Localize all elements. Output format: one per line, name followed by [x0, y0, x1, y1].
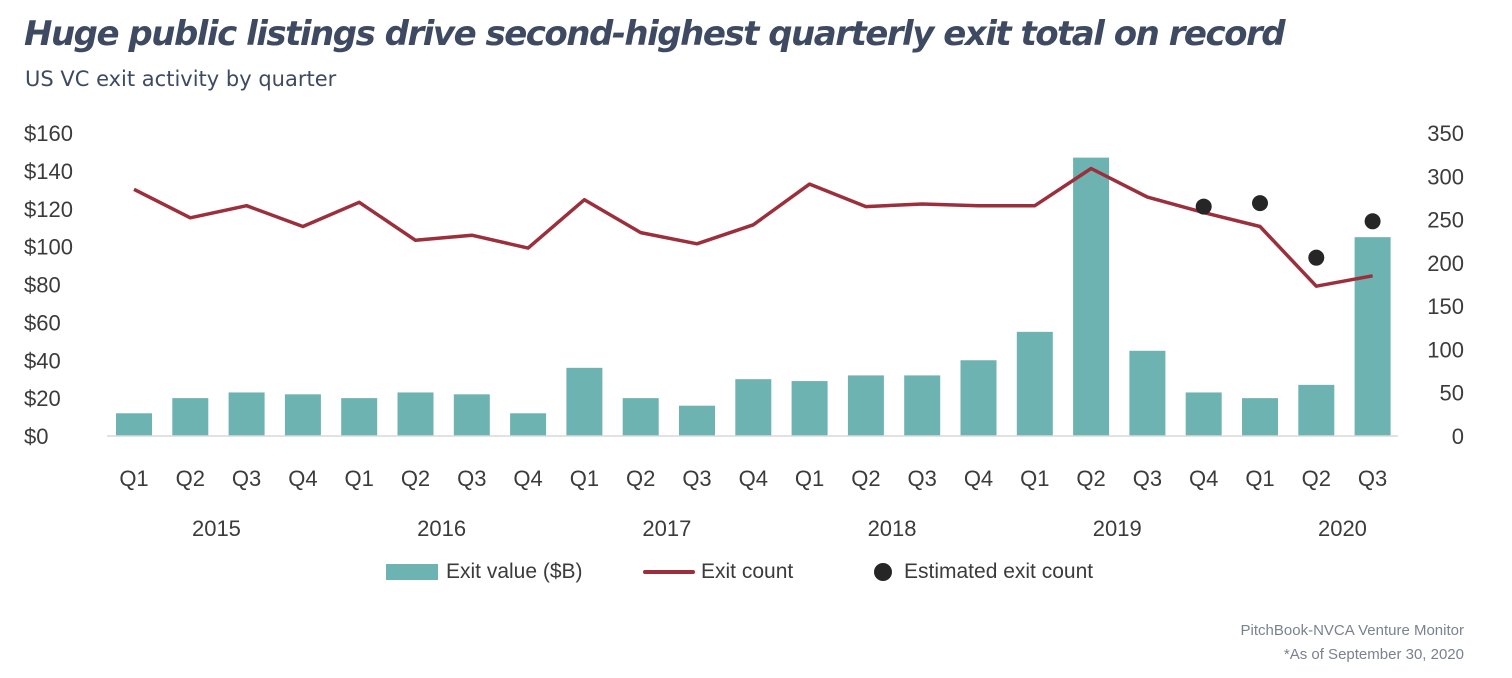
right-axis-tick: 50 [1440, 381, 1464, 406]
right-axis-tick: 200 [1427, 251, 1464, 276]
estimated-exit-count-dot [1308, 249, 1325, 266]
quarter-label: Q4 [1189, 466, 1218, 491]
right-axis-tick: 350 [1427, 121, 1464, 146]
year-label: 2018 [868, 516, 917, 541]
left-axis-tick: $60 [24, 310, 61, 335]
quarter-label: Q1 [345, 466, 374, 491]
left-axis-tick: $0 [24, 424, 48, 449]
quarter-label: Q4 [739, 466, 768, 491]
exit-value-bar [1185, 392, 1222, 436]
exit-value-bar [1129, 350, 1166, 436]
left-axis-tick: $120 [24, 197, 73, 222]
quarter-label: Q2 [626, 466, 655, 491]
year-label: 2017 [642, 516, 691, 541]
estimated-exit-count-dots [1195, 195, 1381, 266]
exit-value-bar [341, 398, 378, 436]
exit-activity-chart: $0 $20 $40 $60 $80 $100 $120 $140 $160 0 50 100 150… [24, 121, 1464, 541]
exit-value-bar [960, 360, 997, 436]
chart-title: Huge public listings drive second-highes… [24, 14, 1286, 54]
legend-item-exit-count: Exit count [643, 560, 793, 584]
quarter-label: Q1 [570, 466, 599, 491]
exit-value-bars [116, 157, 1391, 436]
quarter-label: Q2 [176, 466, 205, 491]
quarter-labels: Q1 Q2 Q3 Q4 Q1 Q2 Q3 Q4 Q1 Q2 Q3 Q4 Q1 Q2 Q3 Q4 Q1 Q2 Q3 Q4… [119, 466, 1387, 491]
quarter-label: Q4 [513, 466, 542, 491]
left-axis-tick: $20 [24, 386, 61, 411]
year-labels: 2015 2016 2017 2018 2019 2020 [192, 516, 1367, 541]
legend-dot-swatch [874, 563, 892, 581]
exit-value-bar [904, 375, 941, 436]
quarter-label: Q1 [1020, 466, 1049, 491]
left-axis-tick: $100 [24, 235, 73, 260]
right-axis-ticks: 0 50 100 150 200 250 300 350 [1427, 121, 1464, 449]
quarter-label: Q1 [1245, 466, 1274, 491]
quarter-label: Q3 [1133, 466, 1162, 491]
right-axis-tick: 150 [1427, 294, 1464, 319]
chart-subtitle: US VC exit activity by quarter [25, 67, 337, 91]
exit-value-bar [397, 392, 434, 436]
exit-value-bar [172, 398, 209, 436]
exit-value-bar [510, 413, 547, 436]
estimated-exit-count-dot [1364, 213, 1381, 230]
legend-label-estimated: Estimated exit count [904, 560, 1094, 583]
left-axis-ticks: $0 $20 $40 $60 $80 $100 $120 $140 $160 [24, 121, 73, 449]
estimated-exit-count-dot [1252, 195, 1268, 212]
source-note: PitchBook-NVCA Venture Monitor *As of Se… [1241, 619, 1464, 667]
quarter-label: Q2 [1302, 466, 1331, 491]
year-label: 2016 [417, 516, 466, 541]
left-axis-tick: $160 [24, 121, 73, 146]
quarter-label: Q2 [851, 466, 880, 491]
right-axis-tick: 250 [1427, 208, 1464, 233]
quarter-label: Q1 [795, 466, 824, 491]
exit-value-bar [622, 398, 659, 436]
quarter-label: Q3 [908, 466, 937, 491]
left-axis-tick: $140 [24, 159, 73, 184]
right-axis-tick: 300 [1427, 164, 1464, 189]
as-of-note: *As of September 30, 2020 [1283, 646, 1464, 663]
estimated-exit-count-dot [1195, 198, 1212, 215]
left-axis-tick: $80 [24, 273, 61, 298]
exit-value-bar [679, 405, 715, 436]
exit-value-bar [735, 379, 772, 436]
exit-value-bar [1354, 237, 1391, 436]
exit-value-bar [1298, 384, 1335, 436]
quarter-label: Q4 [964, 466, 993, 491]
exit-value-bar [566, 367, 603, 436]
exit-value-bar [1242, 398, 1278, 436]
exit-value-bar [228, 392, 265, 436]
left-axis-tick: $40 [24, 348, 61, 373]
exit-value-bar [284, 394, 321, 436]
legend-label-exit-value: Exit value ($B) [446, 560, 583, 583]
quarter-label: Q3 [1358, 466, 1387, 491]
exit-value-bar [1016, 331, 1053, 436]
chart-legend: Exit value ($B) Exit count Estimated exi… [0, 560, 1512, 590]
year-label: 2019 [1093, 516, 1142, 541]
legend-label-exit-count: Exit count [701, 560, 794, 583]
quarter-label: Q3 [232, 466, 261, 491]
legend-bar-swatch [386, 564, 438, 580]
quarter-label: Q4 [288, 466, 317, 491]
legend-item-exit-value: Exit value ($B) [386, 560, 583, 584]
source-line: PitchBook-NVCA Venture Monitor [1240, 622, 1464, 639]
exit-value-bar [1073, 157, 1110, 436]
right-axis-tick: 0 [1452, 424, 1464, 449]
exit-value-bar [116, 413, 152, 436]
quarter-label: Q2 [1076, 466, 1105, 491]
year-label: 2020 [1318, 516, 1367, 541]
right-axis-tick: 100 [1427, 337, 1464, 362]
quarter-label: Q3 [457, 466, 486, 491]
legend-line-swatch [643, 570, 695, 574]
quarter-label: Q1 [119, 466, 148, 491]
exit-value-bar [847, 375, 884, 436]
quarter-label: Q2 [401, 466, 430, 491]
exit-count-line [133, 166, 1373, 288]
year-label: 2015 [192, 516, 241, 541]
legend-item-estimated: Estimated exit count [874, 560, 1093, 584]
quarter-label: Q3 [682, 466, 711, 491]
exit-value-bar [791, 381, 828, 436]
exit-value-bar [453, 394, 490, 436]
